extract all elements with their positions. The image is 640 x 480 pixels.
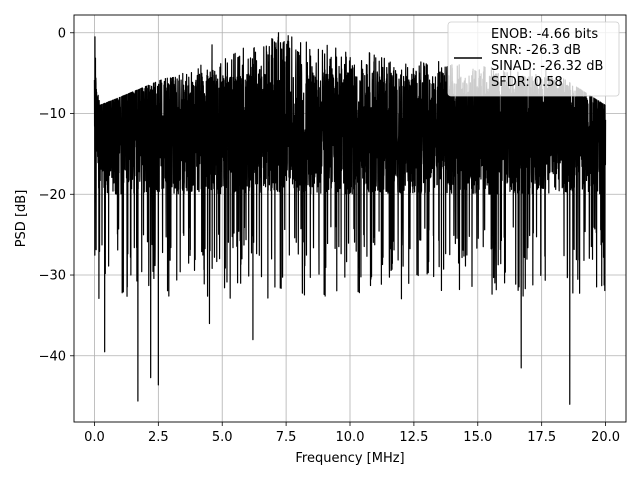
- series-layer: [93, 32, 607, 405]
- psd-series-line: [93, 32, 607, 405]
- x-tick-label: 7.5: [276, 430, 297, 445]
- x-axis-label: Frequency [MHz]: [295, 451, 404, 466]
- ticks: 0.0 2.5 5.0 7.5 10.0 12.5 15.0 17.5 20.0 0 −10 −20 −…: [39, 26, 620, 445]
- x-tick-label: 12.5: [399, 430, 428, 445]
- x-tick-label: 5.0: [212, 430, 233, 445]
- legend-box: [447, 21, 620, 97]
- legend-entry-sinad: SINAD: -26.32 dB: [491, 59, 603, 74]
- y-axis-label: PSD [dB]: [14, 190, 29, 248]
- x-tick-label: 10.0: [336, 430, 365, 445]
- y-tick-label: 0: [58, 26, 66, 41]
- legend-entry-sfdr: SFDR: 0.58: [491, 75, 563, 90]
- x-tick-label: 15.0: [463, 430, 492, 445]
- legend-entry-snr: SNR: -26.3 dB: [491, 43, 581, 58]
- y-tick-label: −20: [39, 188, 66, 203]
- legend-entry-enob: ENOB: -4.66 bits: [491, 27, 598, 42]
- y-tick-label: −10: [39, 107, 66, 122]
- x-tick-label: 20.0: [591, 430, 620, 445]
- x-tick-label: 2.5: [148, 430, 169, 445]
- y-tick-label: −40: [39, 349, 66, 364]
- y-tick-label: −30: [39, 269, 66, 284]
- x-tick-label: 17.5: [527, 430, 556, 445]
- x-tick-label: 0.0: [84, 430, 105, 445]
- legend: ENOB: -4.66 bits SNR: -26.3 dB SINAD: -2…: [447, 21, 620, 97]
